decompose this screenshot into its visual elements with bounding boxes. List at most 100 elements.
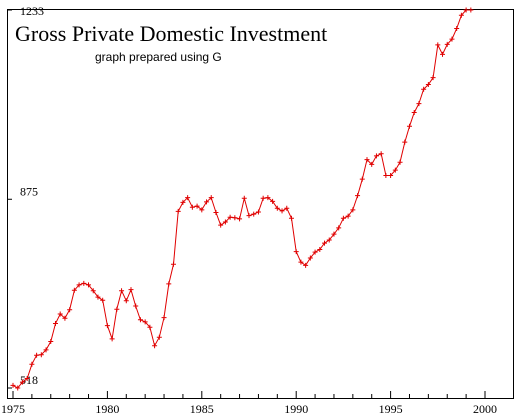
data-point	[359, 176, 365, 182]
data-point	[189, 204, 195, 210]
data-point	[274, 205, 280, 211]
data-point	[317, 246, 323, 252]
data-point	[336, 225, 342, 231]
data-point	[29, 361, 35, 367]
data-point	[76, 282, 82, 288]
data-point	[331, 231, 337, 237]
data-point	[104, 323, 110, 329]
plot-frame	[7, 9, 514, 399]
chart-title: Gross Private Domestic Investment	[15, 21, 327, 46]
x-tick-label: 1980	[95, 402, 119, 416]
data-point	[152, 343, 158, 349]
data-point	[378, 151, 384, 157]
data-point	[180, 199, 186, 205]
data-point	[161, 315, 167, 321]
data-point	[133, 303, 139, 309]
chart-subtitle: graph prepared using G	[95, 50, 222, 64]
x-tick-label: 2000	[473, 402, 497, 416]
data-point	[166, 281, 172, 287]
data-point	[170, 261, 176, 267]
data-point	[340, 215, 346, 221]
data-point	[369, 161, 375, 167]
data-point	[19, 379, 25, 385]
data-point	[444, 41, 450, 47]
data-point	[24, 375, 30, 381]
data-point	[142, 319, 148, 325]
data-point	[303, 262, 309, 268]
data-point	[227, 214, 233, 220]
data-point	[156, 334, 162, 340]
data-point	[373, 153, 379, 159]
data-point	[392, 167, 398, 173]
data-point	[265, 195, 271, 201]
data-point	[449, 36, 455, 42]
data-point	[255, 209, 261, 215]
data-point	[251, 211, 257, 217]
data-point	[147, 324, 153, 330]
data-point	[463, 7, 469, 13]
data-point	[411, 110, 417, 116]
data-point	[416, 101, 422, 107]
data-point	[421, 86, 427, 92]
data-point	[326, 237, 332, 243]
data-point	[307, 255, 313, 261]
y-tick-label: 1233	[20, 4, 44, 18]
data-point	[425, 82, 431, 88]
data-point	[38, 352, 44, 358]
x-tick-label: 1995	[379, 402, 403, 416]
data-point	[468, 7, 474, 13]
data-point	[208, 195, 214, 201]
data-point	[435, 42, 441, 48]
data-point	[52, 321, 58, 327]
data-point	[57, 311, 63, 317]
data-point	[194, 203, 200, 209]
data-point	[260, 195, 266, 201]
data-point	[137, 317, 143, 323]
data-point	[86, 282, 92, 288]
data-point	[237, 216, 243, 222]
data-point	[345, 213, 351, 219]
data-point	[114, 306, 120, 312]
data-point	[270, 198, 276, 204]
data-point	[293, 249, 299, 255]
data-point	[298, 259, 304, 265]
data-point	[62, 315, 68, 321]
data-point	[109, 336, 115, 342]
data-point	[100, 297, 106, 303]
data-point	[204, 199, 210, 205]
data-point	[90, 288, 96, 294]
data-point	[454, 26, 460, 32]
data-point	[10, 382, 16, 388]
data-point	[440, 51, 446, 57]
data-point	[43, 347, 49, 353]
data-point	[279, 208, 285, 214]
y-axis-ticks: 518 875 1233	[7, 4, 44, 389]
data-point	[430, 75, 436, 81]
data-point	[34, 352, 40, 358]
data-point	[15, 385, 21, 391]
data-point	[284, 205, 290, 211]
data-point	[95, 294, 101, 300]
data-point	[119, 288, 125, 294]
data-point	[213, 209, 219, 215]
data-point	[218, 222, 224, 228]
data-point	[246, 213, 252, 219]
data-point	[81, 280, 87, 286]
x-axis-ticks: 1975 1980 1985 1990 1995 2000	[1, 391, 497, 416]
data-point	[397, 159, 403, 165]
data-point	[383, 172, 389, 178]
data-point	[185, 195, 191, 201]
data-point	[364, 157, 370, 163]
data-point	[350, 207, 356, 213]
data-point	[48, 338, 54, 344]
series-markers	[10, 7, 474, 391]
data-point	[123, 298, 129, 304]
data-point	[128, 287, 134, 293]
x-tick-label: 1985	[190, 402, 214, 416]
y-tick-label: 518	[20, 373, 38, 387]
data-point	[222, 219, 228, 225]
series-line	[12, 9, 471, 389]
data-point	[388, 172, 394, 178]
y-tick-label: 875	[20, 184, 38, 198]
data-point	[458, 12, 464, 18]
